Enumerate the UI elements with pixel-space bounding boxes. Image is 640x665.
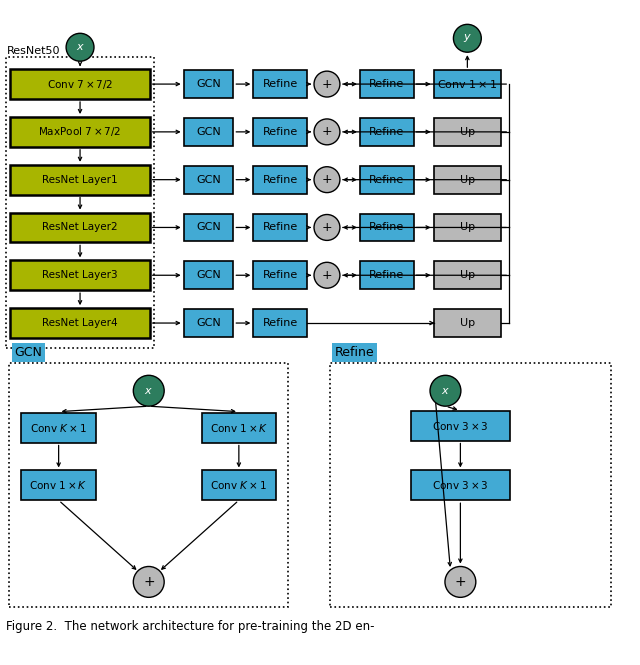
FancyBboxPatch shape	[360, 213, 413, 241]
FancyBboxPatch shape	[360, 118, 413, 146]
Text: Refine: Refine	[262, 270, 298, 280]
FancyBboxPatch shape	[10, 213, 150, 243]
Text: ResNet Layer3: ResNet Layer3	[42, 270, 118, 280]
Text: MaxPool $7 \times 7/2$: MaxPool $7 \times 7/2$	[38, 126, 122, 138]
Text: Conv $1 \times 1$: Conv $1 \times 1$	[437, 78, 497, 90]
FancyBboxPatch shape	[184, 261, 234, 289]
FancyBboxPatch shape	[10, 117, 150, 147]
FancyBboxPatch shape	[433, 213, 501, 241]
Text: GCN: GCN	[196, 79, 221, 89]
Text: GCN: GCN	[196, 270, 221, 280]
FancyBboxPatch shape	[21, 470, 96, 500]
Text: Conv $7 \times 7/2$: Conv $7 \times 7/2$	[47, 78, 113, 90]
Text: Conv $K \times 1$: Conv $K \times 1$	[30, 422, 87, 434]
Ellipse shape	[430, 375, 461, 406]
Text: Refine: Refine	[369, 127, 404, 137]
FancyBboxPatch shape	[184, 166, 234, 194]
Text: Up: Up	[460, 270, 475, 280]
Text: Up: Up	[460, 223, 475, 233]
Text: Conv $1 \times K$: Conv $1 \times K$	[210, 422, 268, 434]
Text: Up: Up	[460, 318, 475, 328]
FancyBboxPatch shape	[433, 118, 501, 146]
FancyBboxPatch shape	[184, 213, 234, 241]
Text: GCN: GCN	[14, 346, 42, 359]
FancyBboxPatch shape	[184, 70, 234, 98]
FancyBboxPatch shape	[360, 70, 413, 98]
FancyBboxPatch shape	[433, 70, 501, 98]
Text: $+$: $+$	[454, 575, 467, 589]
Text: Refine: Refine	[262, 79, 298, 89]
Circle shape	[314, 262, 340, 288]
Text: Refine: Refine	[369, 223, 404, 233]
Text: GCN: GCN	[196, 127, 221, 137]
Text: $y$: $y$	[463, 33, 472, 45]
Text: GCN: GCN	[196, 223, 221, 233]
Text: Up: Up	[460, 127, 475, 137]
Text: $+$: $+$	[321, 269, 333, 282]
Text: $+$: $+$	[321, 221, 333, 234]
Text: Refine: Refine	[262, 318, 298, 328]
Text: Refine: Refine	[369, 175, 404, 185]
Text: $x$: $x$	[76, 43, 84, 53]
FancyBboxPatch shape	[10, 165, 150, 195]
Ellipse shape	[133, 375, 164, 406]
Text: Conv $K \times 1$: Conv $K \times 1$	[211, 479, 268, 491]
Circle shape	[445, 567, 476, 597]
Circle shape	[314, 71, 340, 97]
FancyBboxPatch shape	[411, 470, 510, 500]
FancyBboxPatch shape	[411, 411, 510, 440]
FancyBboxPatch shape	[202, 413, 276, 442]
Text: ResNet Layer1: ResNet Layer1	[42, 175, 118, 185]
Text: $x$: $x$	[441, 386, 450, 396]
FancyBboxPatch shape	[184, 118, 234, 146]
Circle shape	[314, 119, 340, 145]
FancyBboxPatch shape	[433, 261, 501, 289]
FancyBboxPatch shape	[184, 309, 234, 337]
Text: Up: Up	[460, 175, 475, 185]
Text: Refine: Refine	[262, 175, 298, 185]
FancyBboxPatch shape	[433, 309, 501, 337]
Text: ResNet50: ResNet50	[8, 46, 61, 57]
Ellipse shape	[453, 25, 481, 53]
Text: GCN: GCN	[196, 318, 221, 328]
FancyBboxPatch shape	[10, 260, 150, 290]
Text: $+$: $+$	[321, 78, 333, 90]
FancyBboxPatch shape	[10, 308, 150, 338]
FancyBboxPatch shape	[10, 69, 150, 99]
Text: Conv $3 \times 3$: Conv $3 \times 3$	[432, 420, 489, 432]
FancyBboxPatch shape	[253, 213, 307, 241]
FancyBboxPatch shape	[253, 261, 307, 289]
Text: GCN: GCN	[196, 175, 221, 185]
Text: $+$: $+$	[321, 173, 333, 186]
Circle shape	[314, 215, 340, 241]
Text: Refine: Refine	[369, 270, 404, 280]
Text: $+$: $+$	[143, 575, 155, 589]
Ellipse shape	[66, 33, 94, 61]
Text: Refine: Refine	[335, 346, 374, 359]
FancyBboxPatch shape	[21, 413, 96, 442]
FancyBboxPatch shape	[253, 70, 307, 98]
FancyBboxPatch shape	[433, 166, 501, 194]
Circle shape	[133, 567, 164, 597]
FancyBboxPatch shape	[253, 309, 307, 337]
FancyBboxPatch shape	[253, 118, 307, 146]
Text: Refine: Refine	[369, 79, 404, 89]
Text: Figure 2.  The network architecture for pre-training the 2D en-: Figure 2. The network architecture for p…	[6, 620, 375, 633]
FancyBboxPatch shape	[360, 261, 413, 289]
Text: Refine: Refine	[262, 127, 298, 137]
FancyBboxPatch shape	[202, 470, 276, 500]
Text: Conv $3 \times 3$: Conv $3 \times 3$	[432, 479, 489, 491]
Text: Conv $1 \times K$: Conv $1 \times K$	[29, 479, 88, 491]
Text: $+$: $+$	[321, 126, 333, 138]
Text: $x$: $x$	[144, 386, 153, 396]
FancyBboxPatch shape	[253, 166, 307, 194]
Circle shape	[314, 167, 340, 193]
Text: ResNet Layer4: ResNet Layer4	[42, 318, 118, 328]
Text: ResNet Layer2: ResNet Layer2	[42, 223, 118, 233]
FancyBboxPatch shape	[360, 166, 413, 194]
Text: Refine: Refine	[262, 223, 298, 233]
